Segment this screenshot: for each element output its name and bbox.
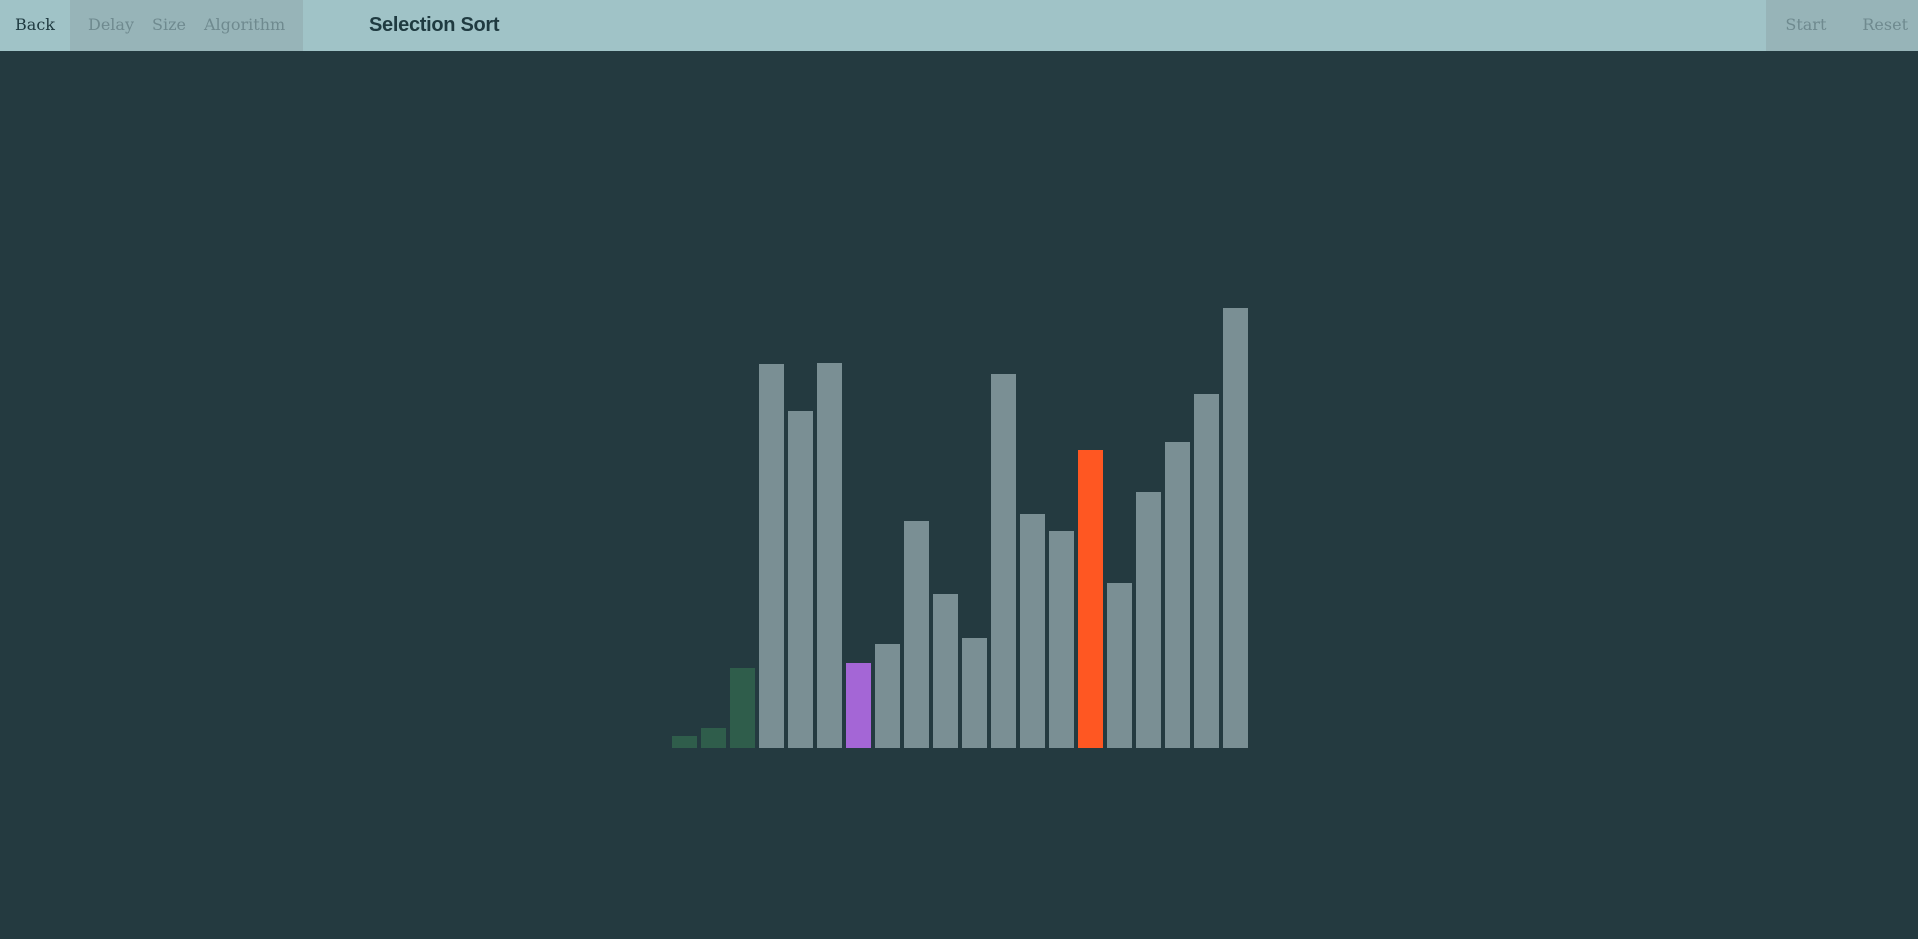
bar-default	[1107, 583, 1132, 748]
bar-compare	[1078, 450, 1103, 748]
settings-group: Delay Size Algorithm	[70, 0, 304, 51]
bar-sorted	[672, 736, 697, 748]
page-title: Selection Sort	[369, 14, 500, 36]
size-button[interactable]: Size	[152, 15, 186, 34]
toolbar-left-group: Back Delay Size Algorithm	[0, 0, 304, 51]
bar-chart	[672, 308, 1248, 748]
delay-button[interactable]: Delay	[88, 15, 134, 34]
bar-default	[1194, 394, 1219, 748]
bar-default	[962, 638, 987, 748]
bar-default	[759, 364, 784, 748]
start-button[interactable]: Start	[1785, 15, 1827, 34]
back-button[interactable]: Back	[0, 0, 70, 51]
bar-default	[817, 363, 842, 748]
algorithm-button[interactable]: Algorithm	[203, 15, 286, 34]
bar-default	[904, 521, 929, 748]
top-toolbar: Back Delay Size Algorithm Selection Sort…	[0, 0, 1918, 51]
bar-default	[991, 374, 1016, 748]
bar-default	[875, 644, 900, 748]
bar-default	[1136, 492, 1161, 748]
bar-default	[1165, 442, 1190, 748]
bar-default	[933, 594, 958, 748]
toolbar-right-group: Start Reset	[1766, 0, 1918, 51]
bar-default	[788, 411, 813, 748]
bar-sorted	[701, 728, 726, 748]
bar-default	[1020, 514, 1045, 748]
bar-sorted	[730, 668, 755, 748]
sort-visualization	[0, 51, 1918, 939]
reset-button[interactable]: Reset	[1862, 15, 1908, 34]
bar-current-min	[846, 663, 871, 748]
bar-default	[1223, 308, 1248, 748]
bar-default	[1049, 531, 1074, 748]
